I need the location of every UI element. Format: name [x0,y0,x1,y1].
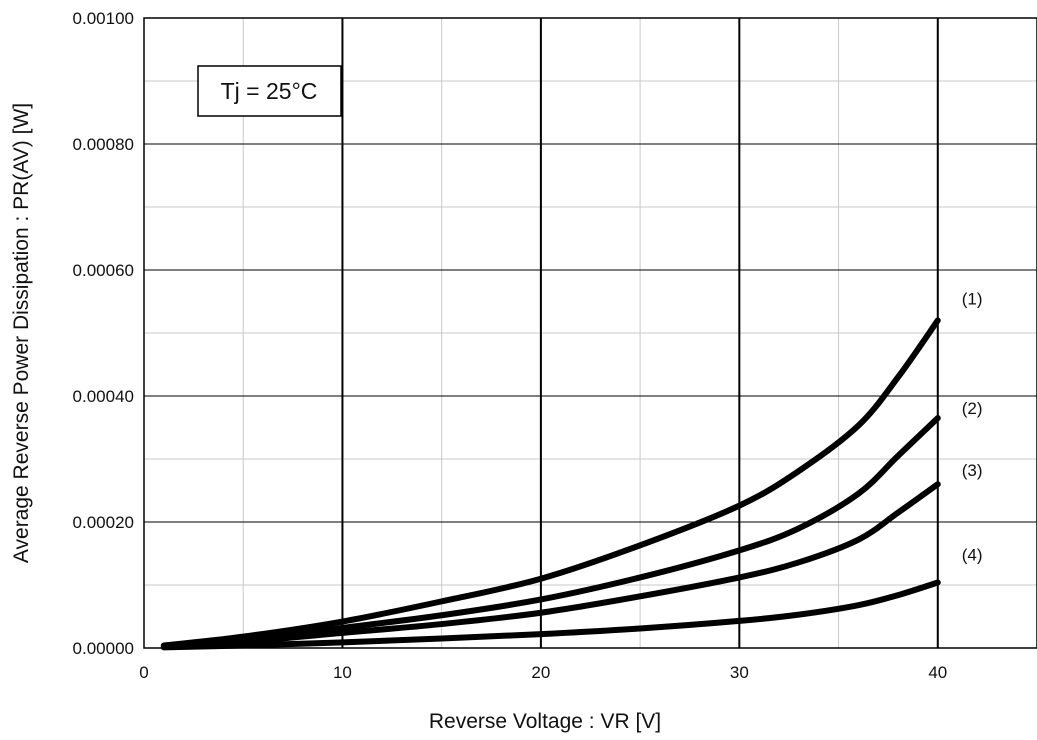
series-label-bg [955,460,1000,485]
x-axis-ticks: 0 10 20 30 40 [139,663,947,682]
series-line-3 [160,481,941,650]
annotation-frame [197,65,342,117]
x-tick-label: 10 [333,663,352,682]
series-line-1 [160,317,941,649]
series-label-bg [955,544,1000,569]
series-label-2: (2) [962,399,983,418]
series-labels: (1) (2) (3) (4) [955,288,1000,569]
x-tick-label: 40 [928,663,947,682]
y-tick-label: 0.00040 [73,387,134,406]
y-axis-label: Average Reverse Power Dissipation : PR(A… [10,103,33,563]
series-label-1: (1) [962,289,983,308]
series-label-bg [955,288,1000,313]
plot-frame [143,17,1037,649]
series-label-bg [955,398,1000,423]
series-line-4 [160,579,941,651]
annotation-box: Tj = 25°C [197,65,342,117]
series-line-2 [160,415,941,650]
y-tick-label: 0.00020 [73,513,134,532]
x-tick-label: 0 [139,663,148,682]
y-tick-label: 0.00000 [73,639,134,658]
series-label-4: (4) [962,545,983,564]
series-label-3: (3) [962,461,983,480]
x-axis-label: Reverse Voltage : VR [V] [429,710,661,733]
y-axis-ticks: 0.00000 0.00020 0.00040 0.00060 0.00080 0.001… [73,9,134,658]
annotation-text: Tj = 25°C [221,78,318,104]
series-lines [160,317,941,651]
x-tick-label: 20 [531,663,550,682]
y-tick-label: 0.00060 [73,261,134,280]
y-tick-label: 0.00080 [73,135,134,154]
y-tick-label: 0.00100 [73,9,134,28]
x-tick-label: 30 [730,663,749,682]
